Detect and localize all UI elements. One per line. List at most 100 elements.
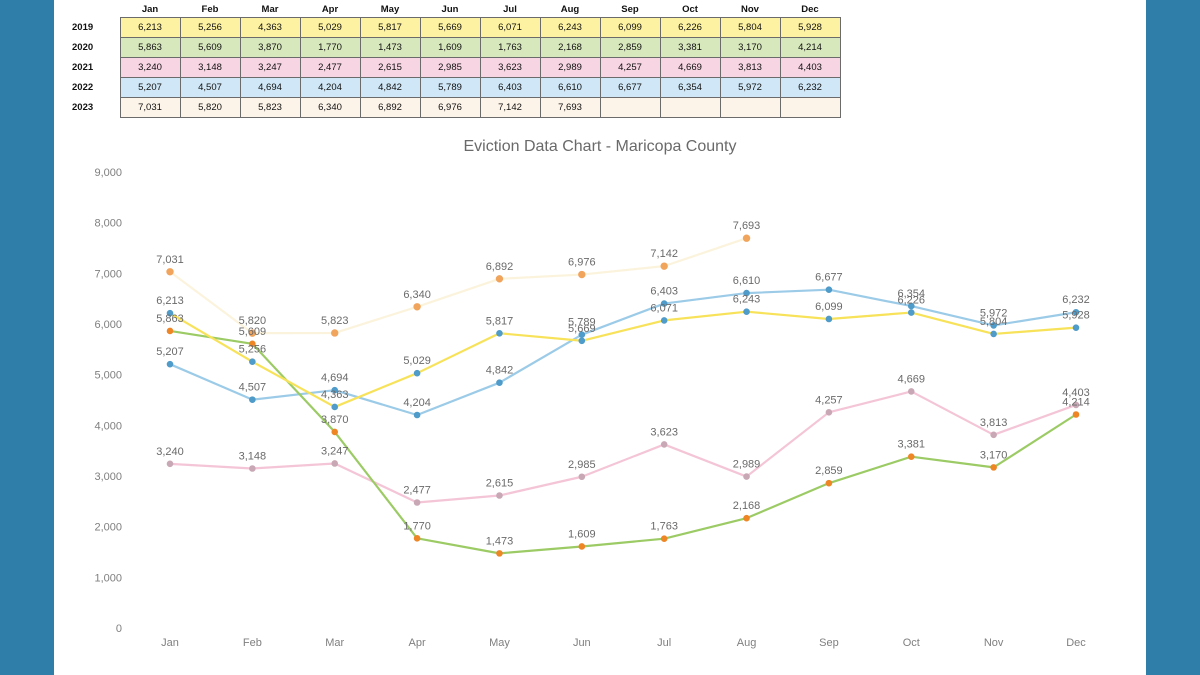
data-point (660, 300, 668, 307)
x-tick-label: Jan (161, 637, 179, 649)
year-label: 2023 (66, 97, 120, 118)
y-tick-label: 7,000 (94, 268, 122, 280)
data-point (660, 441, 668, 448)
table-cell: 5,029 (299, 17, 361, 38)
month-header-oct: Oct (682, 4, 698, 15)
x-tick-label: Apr (409, 637, 426, 649)
month-header-jun: Jun (441, 4, 459, 15)
data-point (660, 262, 668, 270)
x-tick-label: Jun (573, 637, 591, 649)
data-point (743, 514, 750, 522)
data-label: 3,148 (239, 451, 267, 463)
table-cell: 5,817 (359, 17, 421, 38)
series-line-3 (169, 288, 1077, 417)
data-point (249, 340, 256, 348)
data-point (990, 322, 997, 329)
data-label: 6,340 (403, 289, 431, 301)
data-point (825, 315, 833, 323)
table-cell: 6,243 (539, 17, 601, 38)
data-label: 4,363 (321, 389, 349, 401)
data-label: 6,071 (650, 302, 678, 314)
x-tick-label: Feb (243, 637, 262, 649)
data-point (907, 302, 915, 310)
table-cell: 5,804 (719, 17, 781, 38)
data-point (413, 303, 421, 311)
data-label: 1,609 (568, 528, 596, 540)
series-line-1 (169, 329, 1077, 555)
data-point (413, 369, 421, 377)
data-point (907, 388, 915, 395)
data-label: 6,099 (815, 301, 843, 313)
data-label: 5,207 (156, 346, 184, 358)
month-header-aug: Aug (560, 4, 580, 15)
table-cell: 5,972 (719, 77, 781, 98)
data-label: 6,892 (486, 261, 514, 273)
table-cell: 7,142 (479, 97, 541, 118)
data-label: 6,354 (898, 288, 926, 300)
data-label: 5,928 (1062, 310, 1090, 322)
data-label: 5,863 (156, 313, 184, 325)
data-label: 4,403 (1062, 387, 1090, 399)
data-point (907, 453, 915, 460)
data-point (907, 309, 915, 316)
data-point (331, 460, 339, 467)
eviction-data-table: Jan Feb Mar Apr May Jun Jul Aug Sep Oct Nov Dec 201… (66, 2, 841, 118)
data-point (1072, 411, 1080, 418)
data-label: 2,989 (733, 459, 761, 471)
data-label: 1,770 (403, 520, 431, 532)
table-cell (599, 97, 661, 118)
table-cell: 7,693 (539, 97, 601, 118)
data-label: 6,213 (156, 295, 184, 307)
data-point (413, 411, 421, 419)
data-label: 4,214 (1062, 396, 1090, 408)
table-row-2023: 2023 7,031 5,820 5,823 6,340 6,892 6,976 7,142 7… (66, 97, 841, 118)
data-label: 4,507 (239, 382, 267, 394)
data-point (990, 330, 997, 338)
data-label: 2,859 (815, 465, 843, 477)
data-label: 4,204 (403, 397, 431, 409)
data-label: 6,610 (733, 275, 761, 287)
table-cell: 3,240 (119, 57, 181, 78)
table-header-row: Jan Feb Mar Apr May Jun Jul Aug Sep Oct Nov Dec (66, 2, 840, 18)
month-header-apr: Apr (321, 4, 339, 15)
y-tick-label: 2,000 (94, 522, 122, 534)
x-tick-label: Sep (819, 637, 839, 649)
data-point (1072, 308, 1080, 316)
table-cell: 3,247 (239, 57, 301, 78)
month-header-feb: Feb (201, 4, 219, 15)
data-point (331, 403, 339, 411)
table-cell: 6,340 (299, 97, 361, 118)
table-cell: 6,403 (479, 77, 541, 98)
data-label: 3,813 (980, 417, 1008, 429)
data-label: 5,972 (980, 307, 1008, 319)
data-point (166, 268, 174, 276)
x-tick-label: Dec (1066, 637, 1086, 649)
data-point (825, 479, 833, 487)
x-tick-label: Oct (903, 637, 920, 649)
table-cell: 2,985 (419, 57, 481, 78)
chart-title: Eviction Data Chart - Maricopa County (463, 138, 737, 155)
table-cell: 1,609 (419, 37, 481, 58)
table-cell: 4,669 (659, 57, 721, 78)
data-label: 6,677 (815, 272, 843, 284)
y-tick-label: 3,000 (94, 471, 122, 483)
table-cell: 6,892 (359, 97, 421, 118)
y-tick-label: 9,000 (94, 167, 122, 179)
table-cell: 2,477 (299, 57, 361, 78)
data-label: 3,381 (898, 439, 926, 451)
data-label: 1,763 (650, 521, 678, 533)
table-cell: 4,214 (779, 37, 841, 58)
data-point (331, 329, 339, 337)
data-point (825, 286, 833, 293)
data-label: 5,029 (403, 355, 431, 367)
data-point (578, 543, 586, 550)
data-label: 5,804 (980, 316, 1008, 328)
data-label: 5,823 (321, 315, 349, 327)
table-cell (779, 97, 841, 118)
data-label: 5,789 (568, 317, 596, 329)
month-header-nov: Nov (741, 4, 759, 15)
data-label: 7,031 (156, 254, 184, 266)
x-tick-label: Jul (657, 637, 671, 649)
data-label: 6,243 (733, 294, 761, 306)
